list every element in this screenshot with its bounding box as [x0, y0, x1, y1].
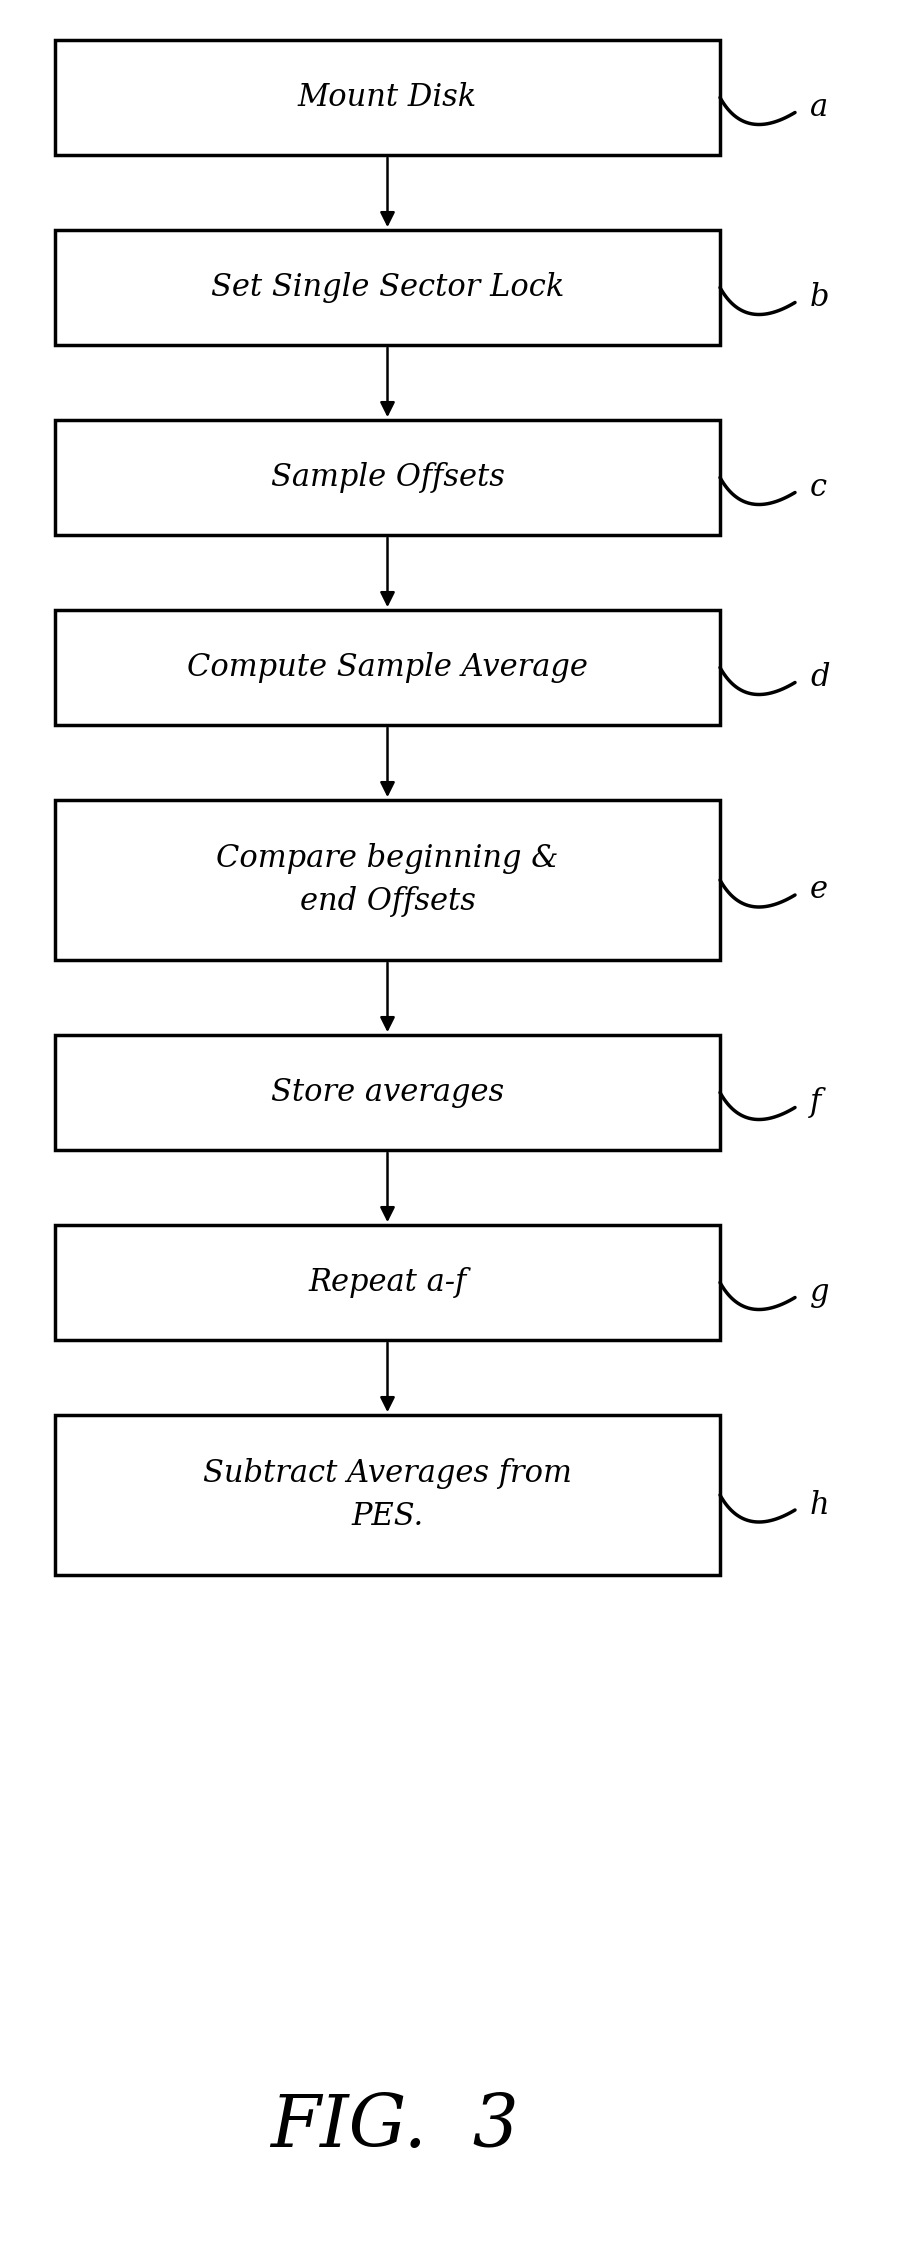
Text: d: d: [810, 661, 830, 693]
Text: Compare beginning &
end Offsets: Compare beginning & end Offsets: [216, 844, 558, 916]
Text: c: c: [810, 472, 827, 503]
Text: f: f: [810, 1088, 822, 1117]
Text: e: e: [810, 873, 828, 905]
Text: Set Single Sector Lock: Set Single Sector Lock: [211, 273, 564, 302]
Text: Compute Sample Average: Compute Sample Average: [187, 652, 588, 684]
Text: Repeat a-f: Repeat a-f: [308, 1266, 467, 1298]
Text: Store averages: Store averages: [271, 1077, 504, 1108]
Bar: [55, 41, 720, 156]
Bar: [55, 799, 720, 959]
Text: FIG.  3: FIG. 3: [270, 2092, 519, 2162]
Text: g: g: [810, 1277, 830, 1309]
Text: a: a: [810, 93, 828, 122]
Text: b: b: [810, 282, 830, 314]
Bar: [55, 1415, 720, 1575]
Text: h: h: [810, 1490, 830, 1521]
Bar: [55, 1226, 720, 1341]
Bar: [55, 609, 720, 724]
Text: Sample Offsets: Sample Offsets: [271, 463, 504, 492]
Bar: [55, 1036, 720, 1151]
Text: Mount Disk: Mount Disk: [298, 81, 477, 113]
Bar: [55, 230, 720, 345]
Text: Subtract Averages from
PES.: Subtract Averages from PES.: [203, 1458, 572, 1533]
Bar: [55, 420, 720, 535]
